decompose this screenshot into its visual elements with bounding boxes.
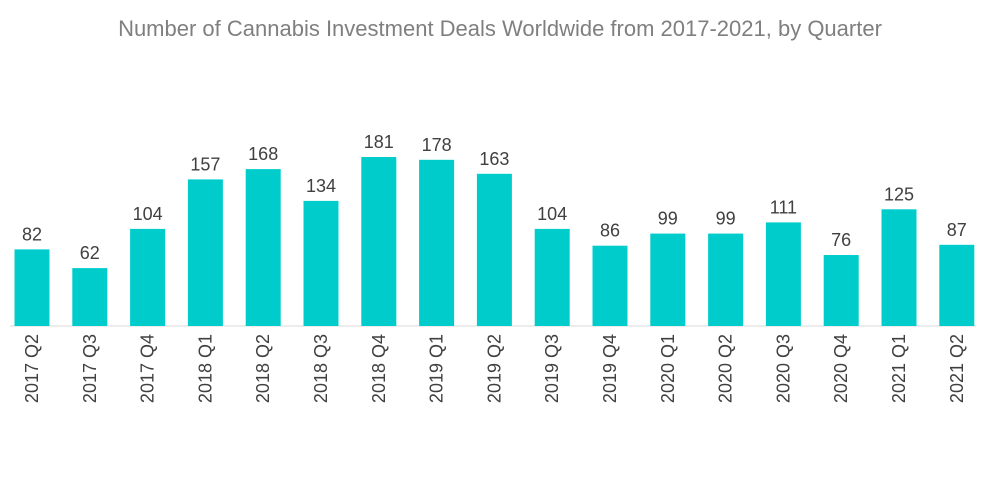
value-label-2019-q4: 86 bbox=[600, 221, 620, 241]
bar-2021-q2 bbox=[939, 244, 975, 326]
bar-2018-q1 bbox=[187, 179, 223, 326]
bar-2019-q1 bbox=[419, 159, 455, 326]
tick-label-2017-q2: 2017 Q2 bbox=[22, 334, 42, 403]
tick-label-2021-q2: 2021 Q2 bbox=[947, 334, 967, 403]
bar-2020-q4 bbox=[823, 255, 859, 326]
bar-2018-q3 bbox=[303, 200, 339, 326]
tick-label-2018-q3: 2018 Q3 bbox=[311, 334, 331, 403]
value-label-2020-q3: 111 bbox=[770, 197, 797, 217]
value-label-2019-q2: 163 bbox=[479, 149, 509, 169]
value-label-2021-q2: 87 bbox=[947, 220, 967, 240]
tick-label-2020-q1: 2020 Q1 bbox=[658, 334, 678, 403]
value-label-2020-q4: 76 bbox=[831, 230, 851, 250]
tick-label-2019-q4: 2019 Q4 bbox=[600, 334, 620, 403]
bar-2020-q1 bbox=[650, 233, 686, 326]
tick-label-2020-q2: 2020 Q2 bbox=[716, 334, 736, 403]
tick-label-2018-q4: 2018 Q4 bbox=[369, 334, 389, 403]
tick-label-2017-q4: 2017 Q4 bbox=[138, 334, 158, 403]
tick-labels-group: 2017 Q2 2017 Q3 2017 Q4 2018 Q1 2018 Q2 2018 … bbox=[22, 334, 967, 403]
tick-label-2018-q1: 2018 Q1 bbox=[195, 334, 215, 403]
value-label-2018-q1: 157 bbox=[190, 154, 220, 174]
value-label-2018-q2: 168 bbox=[248, 144, 278, 164]
value-label-2018-q3: 134 bbox=[306, 176, 336, 196]
value-label-2017-q3: 62 bbox=[80, 243, 100, 263]
tick-label-2017-q3: 2017 Q3 bbox=[80, 334, 100, 403]
bar-2021-q1 bbox=[881, 209, 917, 326]
value-label-2017-q2: 82 bbox=[22, 224, 42, 244]
tick-label-2019-q1: 2019 Q1 bbox=[427, 334, 447, 403]
value-label-2021-q1: 125 bbox=[884, 184, 914, 204]
bar-2017-q3 bbox=[72, 268, 108, 326]
bar-2019-q2 bbox=[476, 173, 512, 326]
bar-2018-q2 bbox=[245, 169, 281, 326]
bar-2020-q2 bbox=[708, 233, 744, 326]
value-label-2019-q3: 104 bbox=[537, 204, 567, 224]
bar-2020-q3 bbox=[765, 222, 801, 326]
value-label-2020-q2: 99 bbox=[716, 209, 736, 229]
tick-label-2021-q1: 2021 Q1 bbox=[889, 334, 909, 403]
tick-label-2020-q4: 2020 Q4 bbox=[831, 334, 851, 403]
bars-group bbox=[14, 157, 975, 326]
tick-label-2018-q2: 2018 Q2 bbox=[253, 334, 273, 403]
tick-label-2019-q2: 2019 Q2 bbox=[484, 334, 504, 403]
tick-label-2019-q3: 2019 Q3 bbox=[542, 334, 562, 403]
bar-2017-q2 bbox=[14, 249, 50, 326]
value-label-2018-q4: 181 bbox=[364, 132, 394, 152]
value-label-2020-q1: 99 bbox=[658, 209, 678, 229]
bar-2017-q4 bbox=[130, 228, 166, 326]
bar-2019-q3 bbox=[534, 228, 570, 326]
tick-label-2020-q3: 2020 Q3 bbox=[773, 334, 793, 403]
bar-2018-q4 bbox=[361, 157, 397, 326]
value-label-2019-q1: 178 bbox=[422, 135, 452, 155]
value-label-2017-q4: 104 bbox=[133, 204, 163, 224]
bar-2019-q4 bbox=[592, 245, 628, 326]
value-labels-group: 82 62 104 157 168 134 181 178 163 104 86 99 99 111 76 1… bbox=[22, 132, 967, 263]
chart-title: Number of Cannabis Investment Deals Worl… bbox=[118, 16, 882, 41]
